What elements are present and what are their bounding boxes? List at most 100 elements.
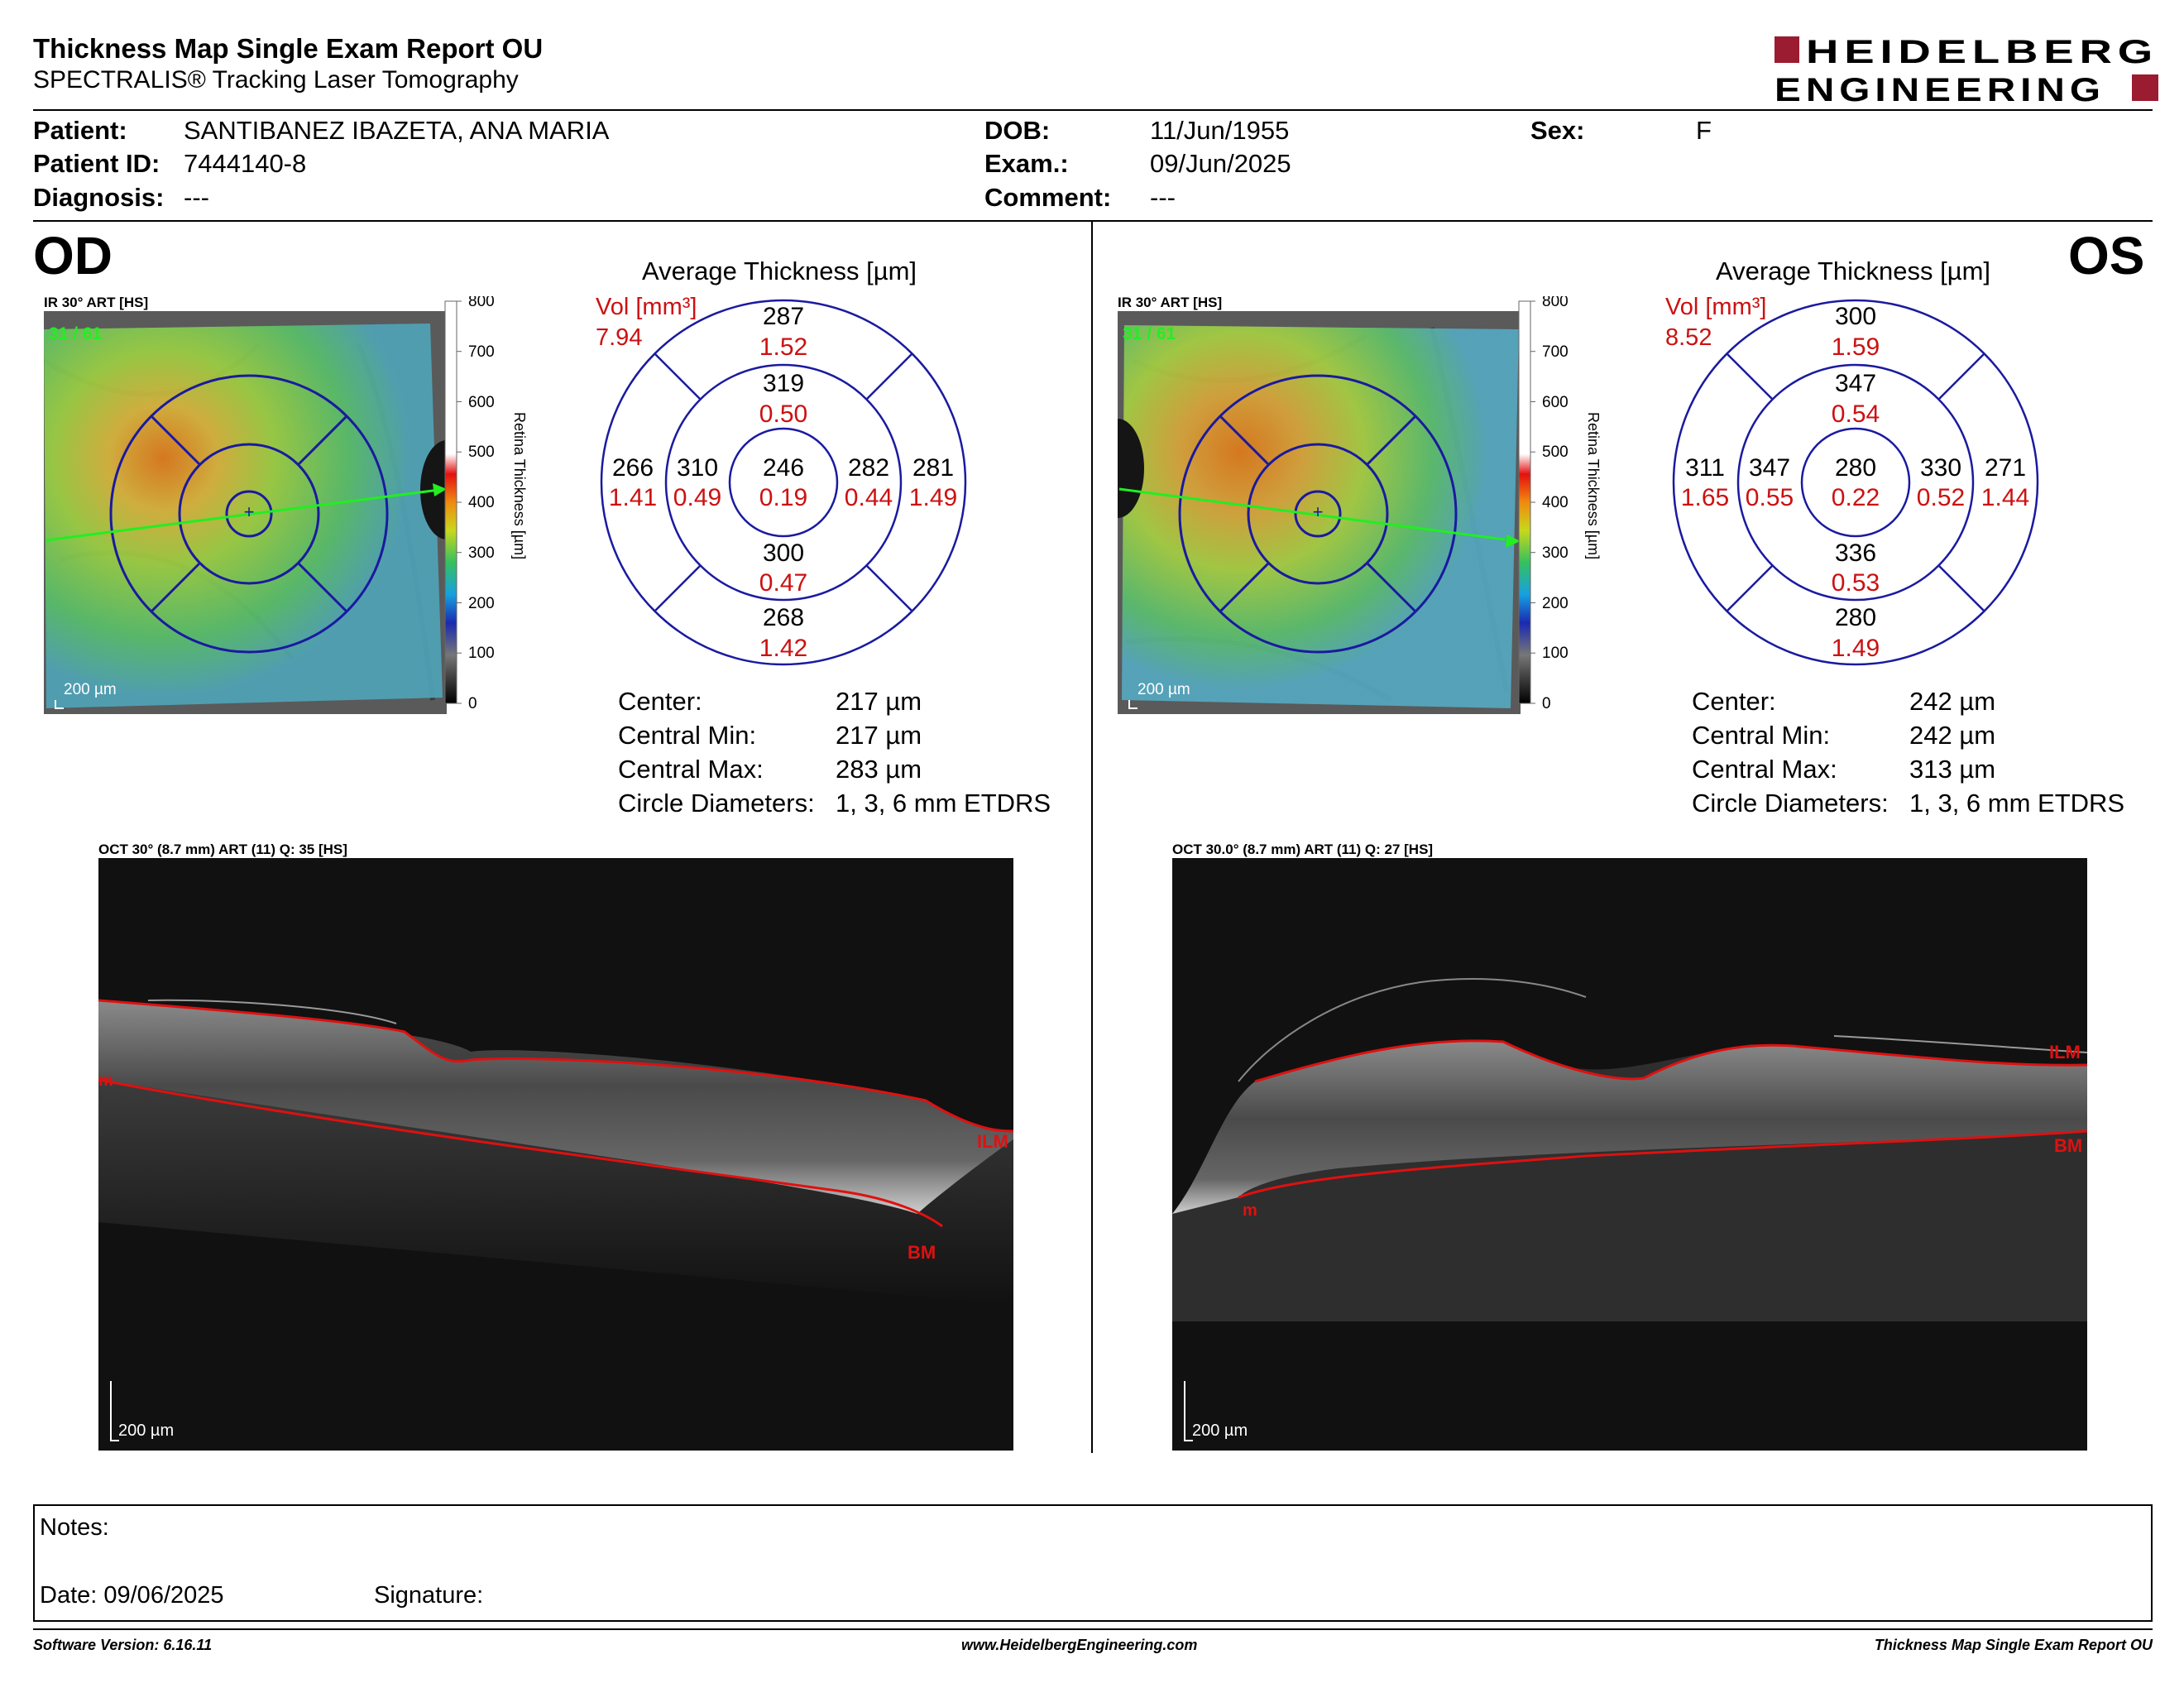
svg-text:200: 200 (468, 595, 495, 612)
od-stat-value: 217 µm (836, 687, 922, 716)
notes-box[interactable] (33, 1504, 2153, 1622)
comment-value: --- (1150, 183, 1176, 212)
eye-divider (1091, 222, 1093, 1453)
os-thickness-map: + 31 / 61 200 µm (1118, 311, 1521, 714)
svg-text:0.50: 0.50 (759, 400, 807, 428)
od-stat-label: Central Max: (618, 755, 764, 784)
svg-text:0.53: 0.53 (1832, 569, 1880, 597)
od-etdrs-grid: Vol [mm³] 7.94 287 1.52 319 0.50 266 1.4… (596, 294, 967, 666)
od-stat-value: 217 µm (836, 721, 922, 750)
od-stat-value: 283 µm (836, 755, 922, 784)
os-scale-label: 200 µm (1138, 681, 1190, 698)
svg-text:1.49: 1.49 (1832, 635, 1880, 662)
svg-text:8.52: 8.52 (1665, 324, 1712, 351)
svg-text:m: m (1243, 1201, 1257, 1220)
heidelberg-logo: HEIDELBERG ENGINEERING (1774, 34, 2158, 106)
od-ilm-label: ILM (977, 1131, 1008, 1152)
od-scale-label: 200 µm (64, 681, 117, 698)
svg-text:700: 700 (468, 343, 495, 361)
svg-text:336: 336 (1835, 539, 1876, 567)
diagnosis-label: Diagnosis: (33, 183, 165, 212)
svg-text:1.44: 1.44 (1981, 484, 2029, 511)
svg-text:0.52: 0.52 (1917, 484, 1965, 511)
svg-text:600: 600 (1542, 394, 1569, 411)
svg-text:600: 600 (468, 394, 495, 411)
svg-text:+: + (244, 501, 255, 522)
od-oct-scale-label: 200 µm (118, 1422, 174, 1440)
date-label: Date: 09/06/2025 (40, 1582, 224, 1609)
svg-text:300: 300 (468, 544, 495, 562)
os-oct-scan: ILM BM m 200 µm (1172, 858, 2087, 1451)
svg-text:0.44: 0.44 (845, 484, 893, 511)
svg-text:0.22: 0.22 (1832, 484, 1880, 511)
sex-label: Sex: (1530, 116, 1585, 145)
svg-text:287: 287 (763, 303, 804, 330)
svg-text:266: 266 (612, 454, 654, 482)
svg-text:319: 319 (763, 370, 804, 397)
od-frames: 31 / 61 (49, 324, 103, 343)
svg-text:800: 800 (468, 296, 495, 310)
svg-text:246: 246 (763, 454, 804, 482)
svg-text:ENGINEERING: ENGINEERING (1774, 72, 2105, 106)
software-version: Software Version: 6.16.11 (33, 1637, 213, 1653)
dob-label: DOB: (984, 116, 1051, 145)
notes-label: Notes: (40, 1514, 109, 1541)
od-ir-caption: IR 30° ART [HS] (44, 295, 149, 310)
od-stat-value: 1, 3, 6 mm ETDRS (836, 789, 1051, 818)
svg-text:280: 280 (1835, 604, 1876, 631)
os-stat-value: 242 µm (1909, 687, 1996, 716)
od-thickness-map: + 31 / 61 200 µm (44, 311, 447, 714)
patient-name: SANTIBANEZ IBAZETA, ANA MARIA (184, 116, 610, 145)
svg-text:311: 311 (1685, 454, 1725, 482)
od-stat-label: Central Min: (618, 721, 757, 750)
os-avg-title: Average Thickness [µm] (1716, 257, 1991, 285)
os-stat-value: 313 µm (1909, 755, 1996, 784)
svg-text:280: 280 (1835, 454, 1876, 482)
os-stat-value: 1, 3, 6 mm ETDRS (1909, 789, 2125, 818)
svg-text:100: 100 (468, 645, 495, 662)
os-stat-value: 242 µm (1909, 721, 1996, 750)
od-oct-scan: m ILM BM 200 µm (98, 858, 1013, 1451)
os-ir-caption: IR 30° ART [HS] (1118, 295, 1223, 310)
svg-text:800: 800 (1542, 296, 1569, 310)
svg-text:281: 281 (912, 454, 954, 482)
footer-rule (33, 1628, 2153, 1630)
svg-text:0.19: 0.19 (759, 484, 807, 511)
svg-text:1.65: 1.65 (1681, 484, 1729, 511)
svg-text:330: 330 (1920, 454, 1961, 482)
svg-text:268: 268 (763, 604, 804, 631)
svg-text:0: 0 (468, 695, 477, 712)
svg-text:0.55: 0.55 (1746, 484, 1794, 511)
sex-value: F (1696, 116, 1712, 145)
os-oct-scale-label: 200 µm (1192, 1422, 1248, 1440)
svg-text:300: 300 (763, 539, 804, 567)
diagnosis-value: --- (184, 183, 209, 212)
comment-label: Comment: (984, 183, 1112, 212)
website-link[interactable]: www.HeidelbergEngineering.com (961, 1637, 1198, 1653)
dob-value: 11/Jun/1955 (1150, 116, 1290, 145)
patient-id: 7444140-8 (184, 149, 307, 178)
od-avg-title: Average Thickness [µm] (642, 257, 917, 285)
report-subtitle: SPECTRALIS® Tracking Laser Tomography (33, 66, 519, 94)
svg-text:271: 271 (1985, 454, 2026, 482)
os-eye-label: OS (2068, 226, 2145, 285)
svg-text:347: 347 (1749, 454, 1790, 482)
os-stat-label: Central Min: (1692, 721, 1831, 750)
od-stat-label: Circle Diameters: (618, 789, 815, 818)
od-eye-label: OD (33, 226, 113, 285)
os-colorbar: 800 700 600 500 400 300 200 100 0 Retina… (1518, 296, 1602, 712)
svg-text:7.94: 7.94 (596, 324, 642, 351)
svg-text:310: 310 (677, 454, 718, 482)
svg-text:1.41: 1.41 (609, 484, 657, 511)
os-stat-label: Central Max: (1692, 755, 1837, 784)
svg-text:700: 700 (1542, 343, 1569, 361)
os-colorbar-label: Retina Thickness [µm] (1585, 412, 1602, 559)
os-ilm-label: ILM (2049, 1042, 2081, 1062)
os-bm-label: BM (2054, 1135, 2082, 1156)
svg-text:HEIDELBERG: HEIDELBERG (1806, 34, 2158, 70)
svg-text:1.49: 1.49 (909, 484, 957, 511)
svg-text:400: 400 (468, 494, 495, 511)
svg-text:0.49: 0.49 (673, 484, 721, 511)
svg-text:0: 0 (1542, 695, 1551, 712)
svg-text:400: 400 (1542, 494, 1569, 511)
